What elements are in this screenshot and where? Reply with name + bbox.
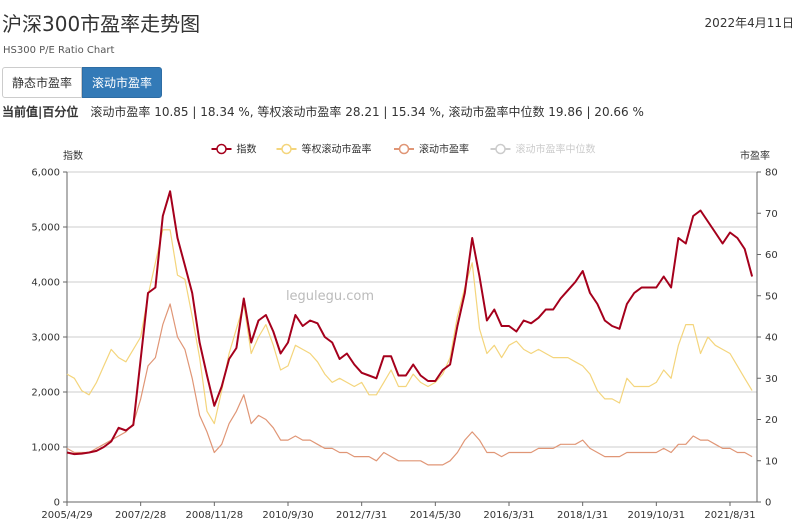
tab-active[interactable]: 滚动市盈率 bbox=[82, 67, 163, 98]
y2-axis-title: 市盈率 bbox=[740, 149, 770, 162]
legend-label[interactable]: 滚动市盈率中位数 bbox=[516, 143, 596, 156]
series-line bbox=[66, 303, 753, 466]
y-tick-label: 5,000 bbox=[31, 223, 60, 234]
x-tick-label: 2021/8/31 bbox=[704, 510, 755, 521]
series-line bbox=[66, 229, 753, 425]
x-tick-label: 2010/9/30 bbox=[262, 510, 313, 521]
legend-marker[interactable] bbox=[216, 143, 227, 155]
y2-tick-label: 0 bbox=[765, 498, 771, 509]
current-label: 当前值|百分位 bbox=[2, 105, 79, 119]
y2-tick-label: 10 bbox=[765, 456, 778, 467]
x-tick-label: 2007/2/28 bbox=[115, 510, 166, 521]
x-tick-label: 2014/5/30 bbox=[410, 510, 461, 521]
y-tick-label: 6,000 bbox=[31, 168, 60, 179]
current-values: 当前值|百分位 滚动市盈率 10.85 | 18.34 %, 等权滚动市盈率 28… bbox=[2, 103, 644, 120]
y-axis-title: 指数 bbox=[63, 149, 83, 162]
x-tick-label: 2005/4/29 bbox=[41, 510, 92, 521]
date: 2022年4月11日 bbox=[704, 16, 794, 30]
y2-tick-label: 70 bbox=[765, 209, 778, 220]
x-tick-label: 2016/3/31 bbox=[483, 510, 534, 521]
x-tick-label: 2012/7/31 bbox=[336, 510, 387, 521]
y-tick-label: 2,000 bbox=[31, 388, 60, 399]
subtitle: HS300 P/E Ratio Chart bbox=[3, 45, 115, 56]
watermark: legulegu.com bbox=[286, 289, 374, 304]
y2-tick-label: 30 bbox=[765, 374, 778, 385]
legend-marker[interactable] bbox=[398, 143, 410, 155]
x-tick-label: 2008/11/28 bbox=[186, 510, 244, 521]
tabs: 静态市盈率 滚动市盈率 bbox=[2, 67, 163, 98]
current-text: 滚动市盈率 10.85 | 18.34 %, 等权滚动市盈率 28.21 | 1… bbox=[90, 105, 644, 119]
y-tick-label: 1,000 bbox=[31, 443, 60, 454]
legend-label[interactable]: 指数 bbox=[237, 143, 257, 156]
y-tick-label: 3,000 bbox=[31, 333, 60, 344]
page-title: 沪深300市盈率走势图 bbox=[2, 12, 201, 36]
y2-tick-label: 50 bbox=[765, 291, 778, 302]
y2-tick-label: 60 bbox=[765, 250, 778, 261]
x-tick-label: 2019/10/31 bbox=[628, 510, 686, 521]
legend-label[interactable]: 滚动市盈率 bbox=[419, 143, 469, 156]
legend-label[interactable]: 等权滚动市盈率 bbox=[302, 143, 372, 156]
y2-tick-label: 20 bbox=[765, 415, 778, 426]
series-line bbox=[66, 190, 754, 456]
y-tick-label: 0 bbox=[54, 498, 60, 509]
y2-tick-label: 80 bbox=[765, 168, 778, 179]
legend-marker[interactable] bbox=[495, 143, 506, 155]
y-tick-label: 4,000 bbox=[31, 278, 60, 289]
y2-tick-label: 40 bbox=[765, 333, 778, 344]
tab[interactable]: 静态市盈率 bbox=[2, 67, 83, 98]
x-tick-label: 2018/1/31 bbox=[557, 510, 608, 521]
legend-marker[interactable] bbox=[281, 143, 292, 155]
